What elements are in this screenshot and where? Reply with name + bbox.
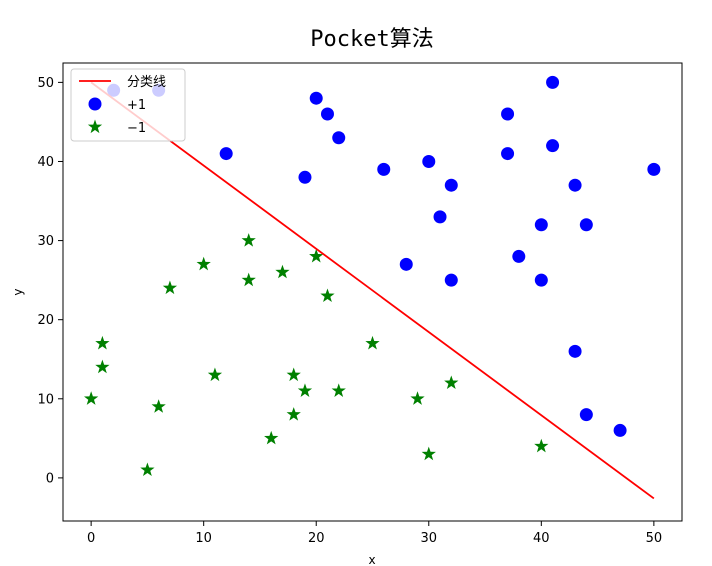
point-positive — [320, 107, 334, 121]
y-tick-label: 20 — [37, 313, 54, 328]
point-negative — [241, 272, 256, 287]
y-tick-label: 0 — [46, 471, 54, 486]
legend-label: 分类线 — [127, 75, 166, 90]
point-negative — [95, 335, 110, 350]
point-negative — [309, 248, 324, 263]
point-negative — [151, 399, 166, 413]
x-tick-label: 0 — [87, 531, 95, 546]
point-negative — [331, 383, 346, 397]
point-positive — [579, 218, 593, 232]
x-tick-label: 40 — [533, 531, 550, 546]
x-tick-label: 30 — [420, 531, 437, 546]
x-axis-label: x — [368, 553, 375, 566]
x-tick-label: 50 — [646, 531, 663, 546]
y-tick-label: 50 — [37, 76, 54, 91]
point-negative — [421, 446, 436, 461]
axis-ticks: 0 10 20 30 40 50 0 10 20 30 40 50 — [37, 76, 662, 546]
point-negative — [320, 288, 335, 303]
point-positive — [298, 170, 312, 184]
point-positive — [219, 147, 233, 161]
point-negative — [140, 462, 155, 477]
point-negative — [207, 367, 223, 382]
point-negative — [84, 391, 99, 405]
y-axis-label: y — [11, 288, 25, 295]
point-positive — [309, 91, 323, 105]
legend-label: −1 — [127, 121, 146, 136]
legend-circle-swatch — [88, 97, 102, 111]
point-positive — [647, 162, 661, 176]
legend-label: +1 — [127, 98, 146, 113]
y-tick-label: 10 — [37, 392, 54, 407]
point-negative — [534, 438, 549, 453]
point-positive — [568, 178, 582, 192]
point-positive — [433, 210, 447, 224]
plot-marks — [84, 75, 661, 500]
point-negative — [286, 407, 301, 421]
legend-star-swatch — [87, 119, 103, 134]
point-negative — [275, 264, 290, 279]
point-positive — [512, 249, 526, 263]
point-positive — [332, 131, 346, 145]
point-negative — [297, 383, 313, 397]
legend: 分类线 +1 −1 — [70, 68, 186, 142]
point-positive — [501, 147, 515, 161]
point-positive — [613, 423, 627, 437]
point-positive — [568, 344, 582, 358]
decision-line — [90, 81, 655, 500]
y-tick-label: 40 — [37, 155, 54, 170]
point-positive — [534, 218, 548, 232]
plot-frame — [62, 62, 683, 522]
chart-title: Pocket算法 — [310, 27, 433, 52]
point-positive — [444, 178, 458, 192]
point-positive — [546, 139, 560, 153]
point-negative — [95, 359, 110, 374]
point-negative — [264, 430, 279, 445]
point-positive — [444, 273, 458, 287]
point-positive — [546, 75, 560, 89]
point-negative — [286, 367, 301, 382]
point-positive — [501, 107, 515, 121]
y-tick-label: 30 — [37, 234, 54, 249]
point-positive — [579, 408, 593, 422]
point-negative — [241, 233, 256, 247]
legend-box — [70, 68, 186, 142]
point-negative — [365, 335, 380, 350]
point-negative — [444, 375, 459, 390]
x-tick-label: 10 — [195, 531, 212, 546]
point-negative — [410, 391, 425, 405]
point-negative — [196, 256, 211, 271]
point-positive — [422, 154, 436, 168]
point-positive — [399, 257, 413, 271]
point-positive — [534, 273, 548, 287]
point-positive — [377, 162, 391, 176]
point-negative — [162, 280, 178, 295]
x-tick-label: 20 — [308, 531, 325, 546]
